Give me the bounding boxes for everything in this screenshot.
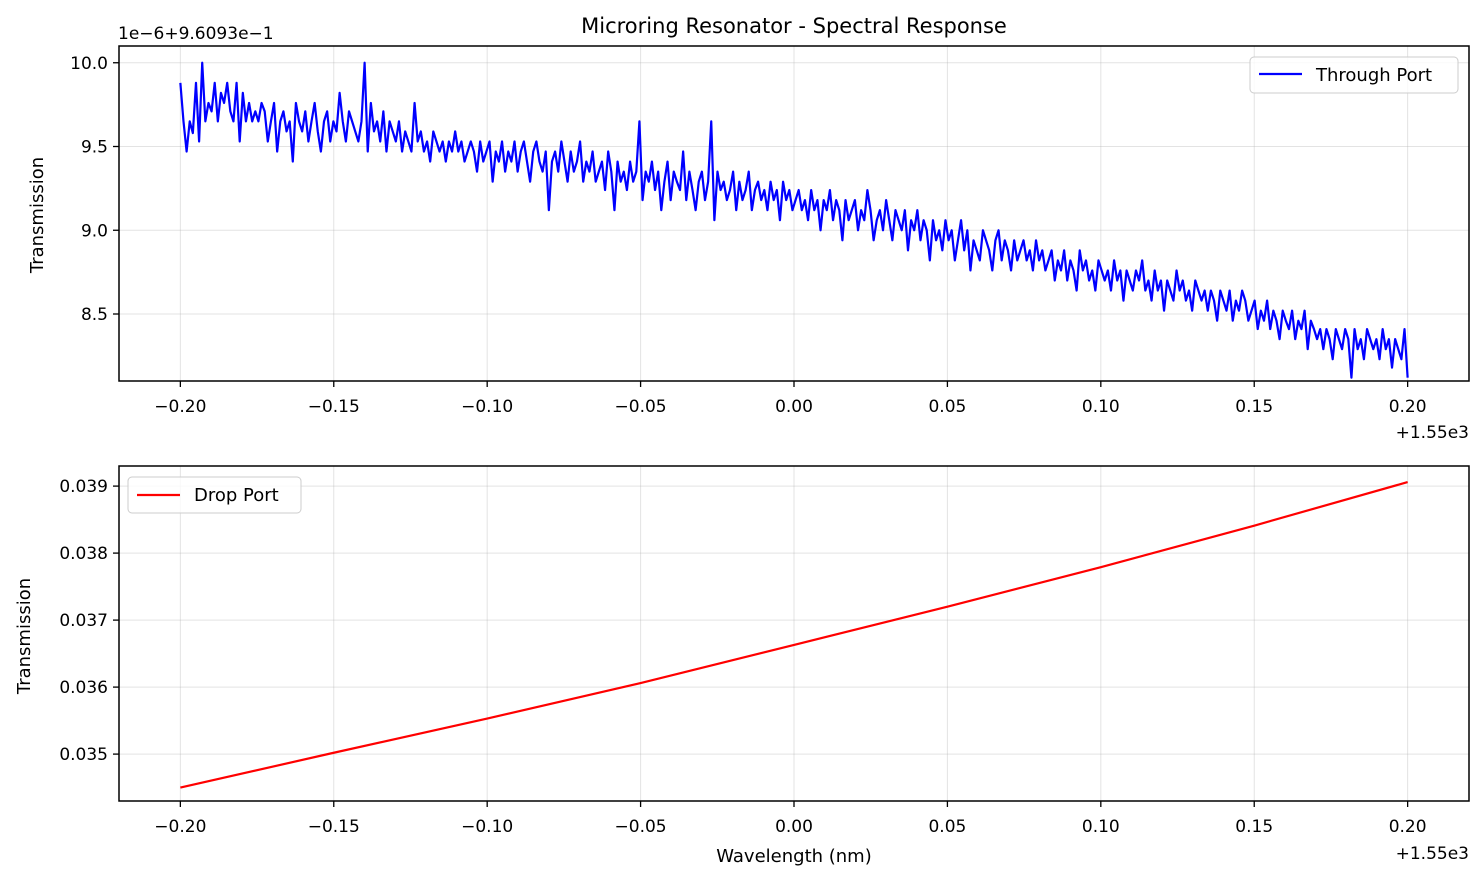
- x-axis: −0.20 −0.15 −0.10 −0.05 0.00 0.05 0.10 0.15 0.20: [154, 381, 1427, 417]
- drop-port-line: [180, 481, 1408, 789]
- drop-port-panel: −0.20 −0.15 −0.10 −0.05 0.00 0.05 0.10 0.15 0.20…: [14, 465, 1470, 867]
- through-port-panel: Microring Resonator - Spectral Response …: [27, 14, 1470, 443]
- through-port-line: [179, 61, 1409, 379]
- x-tick-label: 0.00: [775, 397, 813, 417]
- x-tick-label: −0.15: [308, 817, 360, 837]
- y-tick-label: 10.0: [70, 54, 108, 74]
- y-axis: 8.5 9.0 9.5 10.0: [70, 54, 119, 325]
- y-tick-label: 8.5: [81, 305, 108, 325]
- x-tick-label: −0.05: [615, 397, 667, 417]
- legend: Through Port: [1249, 56, 1459, 94]
- grid: [119, 466, 1469, 801]
- legend-label: Through Port: [1315, 65, 1432, 86]
- x-tick-label: −0.10: [461, 817, 513, 837]
- legend: Drop Port: [127, 476, 302, 514]
- x-offset-label: +1.55e3: [1396, 423, 1469, 443]
- x-tick-label: −0.20: [154, 817, 206, 837]
- y-offset-label: 1e−6+9.6093e−1: [118, 24, 274, 44]
- y-axis-label: Transmission: [14, 578, 35, 695]
- x-tick-label: 0.20: [1389, 817, 1427, 837]
- x-tick-label: 0.10: [1082, 817, 1120, 837]
- y-tick-label: 0.035: [59, 745, 108, 765]
- legend-label: Drop Port: [194, 485, 279, 506]
- y-tick-label: 0.037: [59, 611, 108, 631]
- y-tick-label: 0.036: [59, 678, 108, 698]
- y-tick-label: 0.039: [59, 477, 108, 497]
- x-tick-label: −0.10: [461, 397, 513, 417]
- x-tick-label: 0.05: [928, 397, 966, 417]
- x-tick-label: −0.15: [308, 397, 360, 417]
- x-offset-label: +1.55e3: [1396, 844, 1469, 864]
- y-tick-label: 0.038: [59, 544, 108, 564]
- grid: [119, 46, 1469, 381]
- chart-title: Microring Resonator - Spectral Response: [581, 14, 1007, 38]
- y-tick-label: 9.5: [81, 138, 108, 158]
- x-tick-label: 0.05: [928, 817, 966, 837]
- x-tick-label: 0.15: [1235, 397, 1273, 417]
- y-axis: 0.035 0.036 0.037 0.038 0.039: [59, 477, 119, 765]
- x-axis: −0.20 −0.15 −0.10 −0.05 0.00 0.05 0.10 0.15 0.20: [154, 801, 1427, 837]
- x-tick-label: 0.20: [1389, 397, 1427, 417]
- y-tick-label: 9.0: [81, 221, 108, 241]
- x-tick-label: 0.10: [1082, 397, 1120, 417]
- x-tick-label: 0.15: [1235, 817, 1273, 837]
- x-tick-label: 0.00: [775, 817, 813, 837]
- x-tick-label: −0.20: [154, 397, 206, 417]
- y-axis-label: Transmission: [27, 157, 48, 274]
- x-tick-label: −0.05: [615, 817, 667, 837]
- x-axis-label: Wavelength (nm): [716, 846, 872, 867]
